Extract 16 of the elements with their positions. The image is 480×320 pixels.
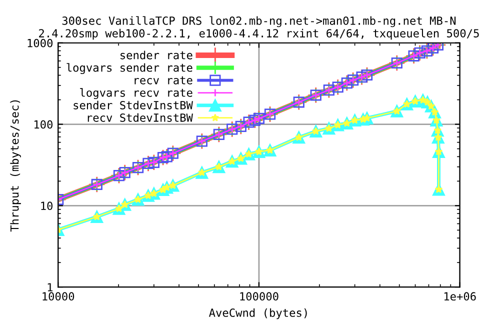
x-tick-label: 100000 xyxy=(240,292,278,301)
legend-label: logvars sender rate xyxy=(66,63,192,74)
y-tick-label: 1 xyxy=(48,283,52,292)
legend-label: logvars recv rate xyxy=(80,88,192,100)
y-tick-label: 10 xyxy=(41,202,52,210)
legend-label: sender StdevInstBW xyxy=(74,100,193,110)
legend-label: recv rate xyxy=(134,76,192,84)
y-tick-label: 1000 xyxy=(28,38,52,48)
legend-label: sender rate xyxy=(120,50,192,60)
y-tick-label: 100 xyxy=(34,120,52,129)
x-axis-title: AveCwnd (bytes) xyxy=(208,308,307,320)
chart-title: 300sec VanillaTCP DRS lon02.mb-ng.net->man01.mb-ng.net MB-N 2.4.20smp web100-2.2.1, e1000-4.4.12 rxint 64/64, txqueuelen 500/5 xyxy=(39,16,479,40)
y-axis-title: Thruput (mbytes/sec) xyxy=(10,100,21,232)
legend-label: recv StdevInstBW xyxy=(88,113,193,122)
x-tick-label: 10000 xyxy=(42,292,74,301)
x-tick-label: 1e+06 xyxy=(444,292,476,301)
